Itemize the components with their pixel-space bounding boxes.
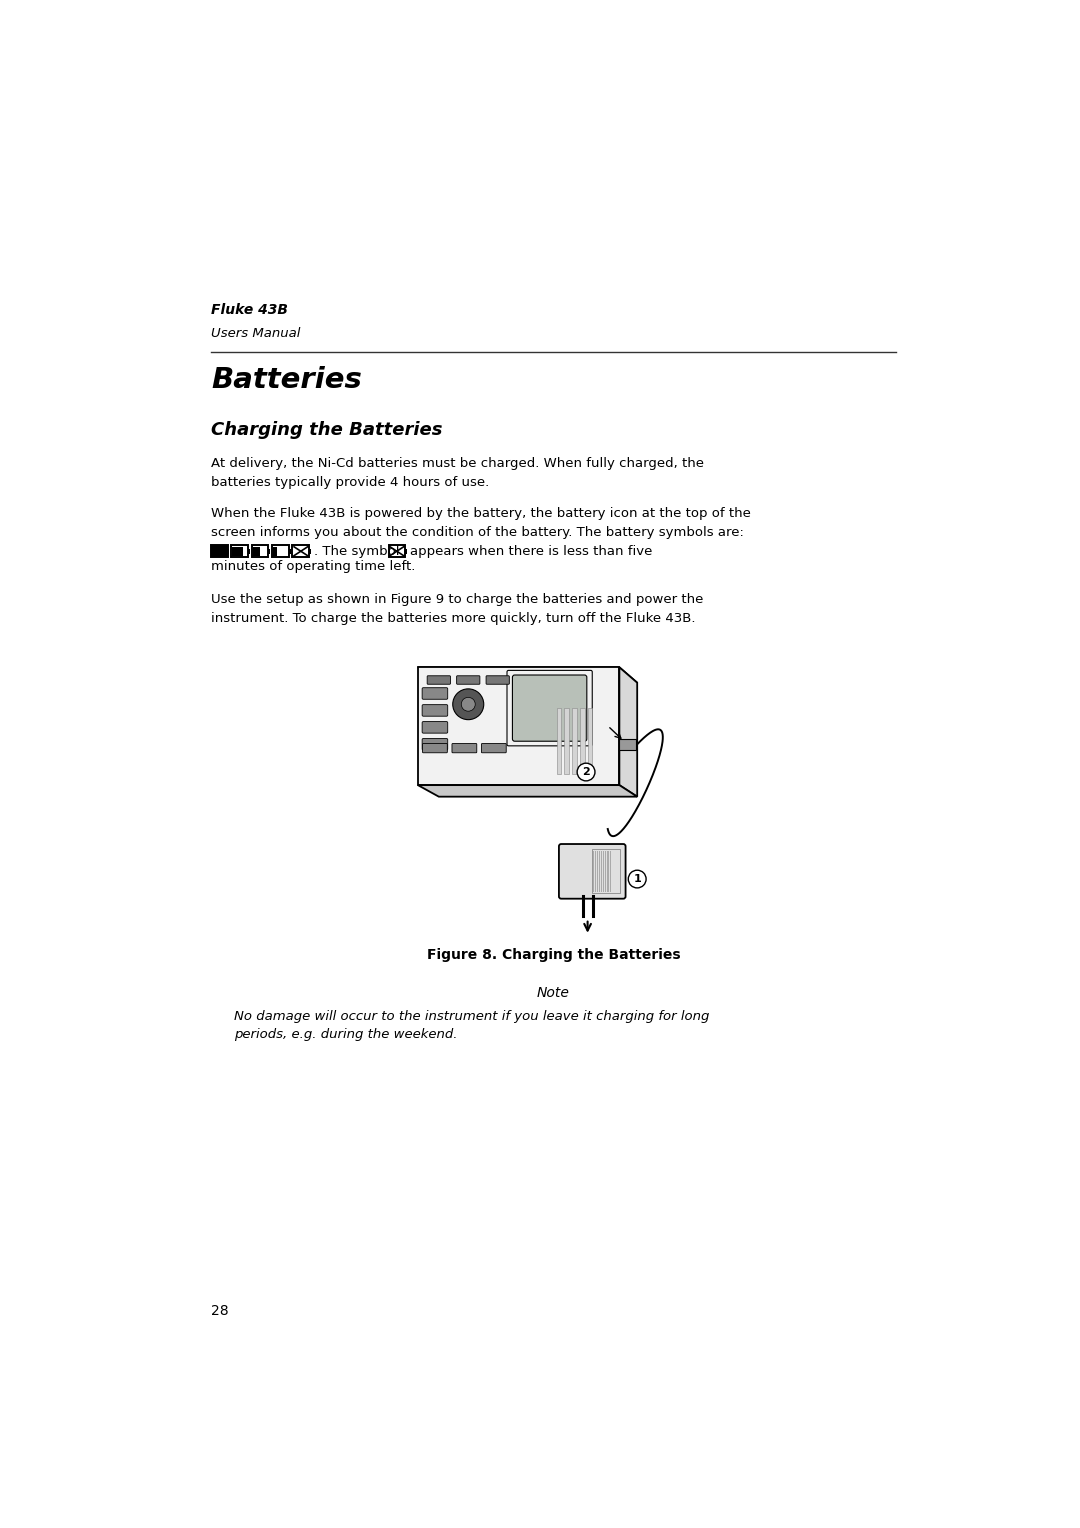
FancyBboxPatch shape <box>422 704 448 717</box>
Bar <box>248 549 249 553</box>
Text: Users Manual: Users Manual <box>211 327 300 339</box>
Bar <box>293 545 309 558</box>
Text: 1: 1 <box>633 874 642 885</box>
Bar <box>556 707 562 773</box>
FancyBboxPatch shape <box>451 744 476 753</box>
Text: Fluke 43B: Fluke 43B <box>211 303 288 316</box>
Text: At delivery, the Ni-Cd batteries must be charged. When fully charged, the: At delivery, the Ni-Cd batteries must be… <box>211 457 704 469</box>
Text: Figure 8. Charging the Batteries: Figure 8. Charging the Batteries <box>427 947 680 963</box>
Bar <box>592 850 620 894</box>
FancyBboxPatch shape <box>457 675 480 685</box>
Bar <box>309 549 311 553</box>
Circle shape <box>461 697 475 711</box>
Circle shape <box>629 871 646 888</box>
Bar <box>272 545 288 558</box>
FancyBboxPatch shape <box>559 843 625 898</box>
Text: . The symbol: . The symbol <box>314 544 400 558</box>
FancyBboxPatch shape <box>422 721 448 733</box>
Bar <box>232 547 243 556</box>
Bar <box>273 547 276 556</box>
Text: batteries typically provide 4 hours of use.: batteries typically provide 4 hours of u… <box>211 475 489 489</box>
Text: 2: 2 <box>582 767 590 778</box>
Text: screen informs you about the condition of the battery. The battery symbols are:: screen informs you about the condition o… <box>211 526 744 539</box>
Circle shape <box>577 762 595 781</box>
Polygon shape <box>619 668 637 796</box>
Text: minutes of operating time left.: minutes of operating time left. <box>211 561 416 573</box>
FancyBboxPatch shape <box>512 675 586 741</box>
Text: Use the setup as shown in Figure 9 to charge the batteries and power the: Use the setup as shown in Figure 9 to ch… <box>211 593 703 607</box>
Text: appears when there is less than five: appears when there is less than five <box>410 544 652 558</box>
FancyBboxPatch shape <box>482 744 507 753</box>
Text: Note: Note <box>537 987 570 1001</box>
FancyBboxPatch shape <box>422 688 448 700</box>
Bar <box>405 549 407 553</box>
Bar <box>588 707 592 773</box>
Circle shape <box>453 689 484 720</box>
Bar <box>268 549 270 553</box>
Text: When the Fluke 43B is powered by the battery, the battery icon at the top of the: When the Fluke 43B is powered by the bat… <box>211 507 751 520</box>
Polygon shape <box>418 668 619 785</box>
Bar <box>252 545 268 558</box>
FancyBboxPatch shape <box>422 738 448 750</box>
FancyBboxPatch shape <box>428 675 450 685</box>
Text: Charging the Batteries: Charging the Batteries <box>211 422 443 439</box>
Polygon shape <box>418 668 637 683</box>
Text: instrument. To charge the batteries more quickly, turn off the Fluke 43B.: instrument. To charge the batteries more… <box>211 611 696 625</box>
Text: Batteries: Batteries <box>211 365 362 394</box>
Bar <box>580 707 584 773</box>
Bar <box>228 549 229 553</box>
Bar <box>288 549 291 553</box>
Bar <box>565 707 569 773</box>
Bar <box>572 707 577 773</box>
Text: 28: 28 <box>211 1303 229 1317</box>
Bar <box>211 545 228 558</box>
Bar <box>253 547 260 556</box>
Text: No damage will occur to the instrument if you leave it charging for long: No damage will occur to the instrument i… <box>234 1010 710 1022</box>
Bar <box>619 740 636 750</box>
Bar <box>389 545 405 558</box>
FancyBboxPatch shape <box>486 675 510 685</box>
FancyBboxPatch shape <box>422 744 447 753</box>
Bar <box>231 545 248 558</box>
Text: periods, e.g. during the weekend.: periods, e.g. during the weekend. <box>234 1028 458 1042</box>
Polygon shape <box>418 785 637 796</box>
